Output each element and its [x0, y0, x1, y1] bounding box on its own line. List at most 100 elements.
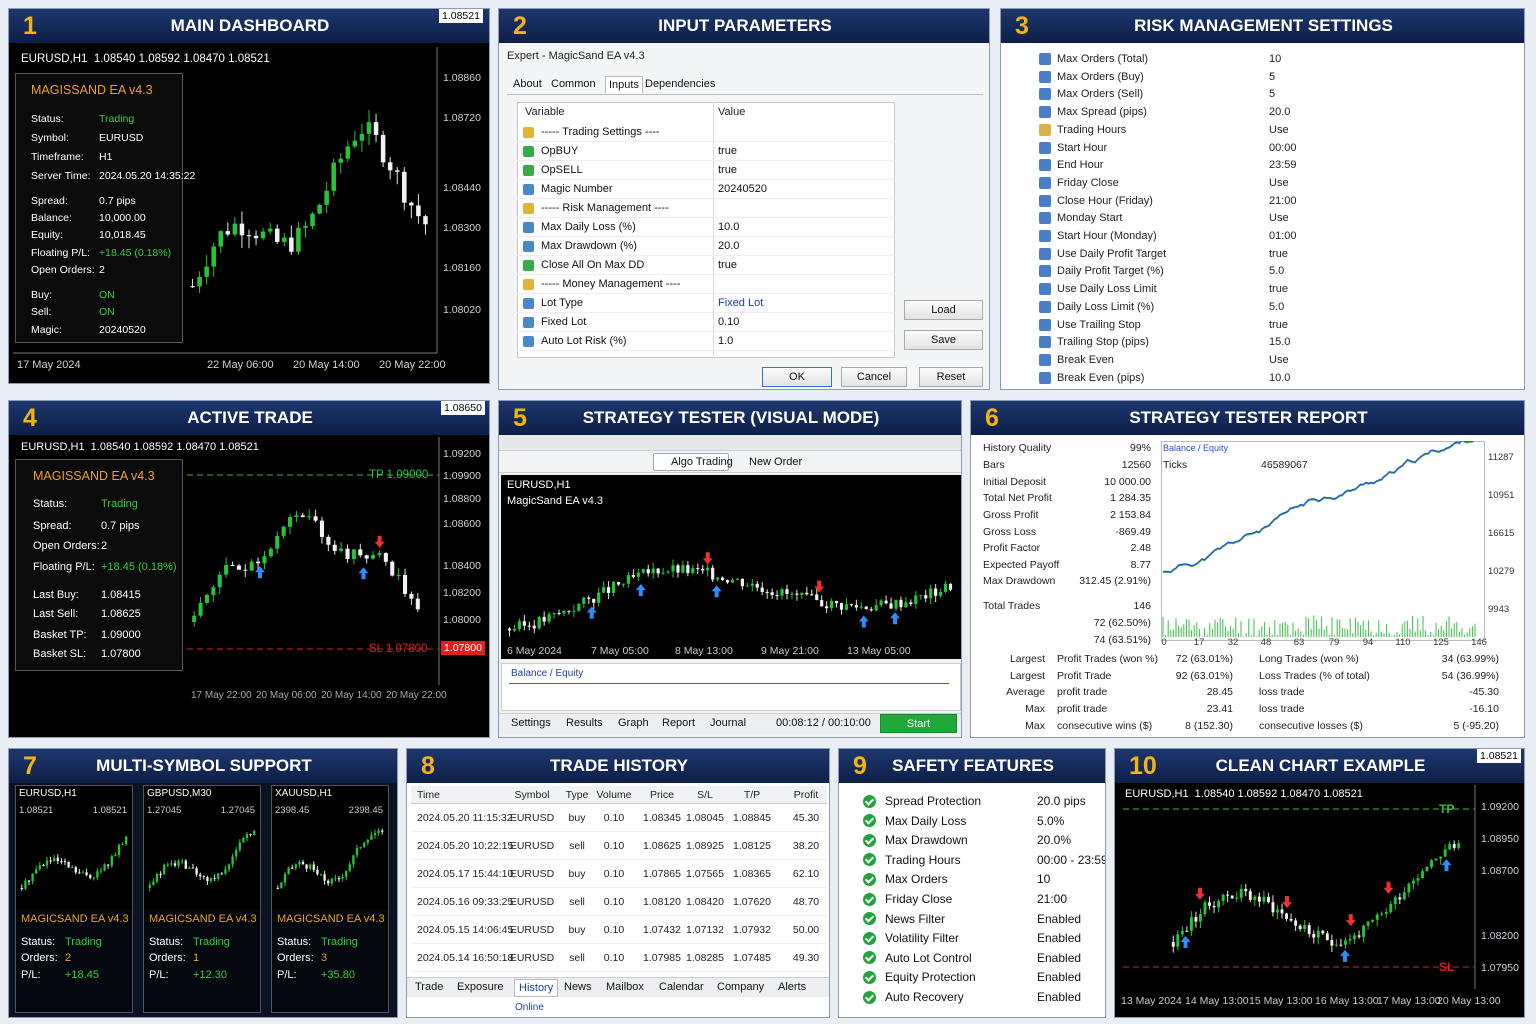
cell: EURUSD [509, 952, 555, 964]
toolbar [499, 451, 961, 473]
candle-body [1316, 930, 1320, 938]
candle-body [380, 134, 386, 163]
button[interactable]: Load [904, 300, 983, 320]
cell: buy [568, 924, 586, 936]
candle-body [1402, 892, 1406, 900]
stat-label: Max Drawdown [983, 575, 1056, 587]
candle-body [103, 864, 106, 871]
tab[interactable]: Graph [618, 717, 649, 729]
feature-name: Spread Protection [885, 794, 982, 808]
candle-body [1434, 858, 1438, 861]
candle-body [1199, 914, 1202, 922]
price-label: 1.08300 [443, 222, 481, 234]
stat-label: Profit Factor [983, 542, 1041, 554]
price-label: 1.08400 [443, 560, 481, 572]
candle-body [854, 605, 858, 608]
tab[interactable]: Inputs [605, 76, 643, 93]
setting-value: 10.0 [1269, 371, 1291, 384]
cell: 2024.05.17 15:44:10 [417, 868, 514, 880]
setting-name: Max Orders (Buy) [1057, 70, 1144, 83]
tab[interactable]: Calendar [659, 981, 704, 993]
buy-arrow [635, 583, 646, 596]
candle-body [371, 554, 376, 559]
tab[interactable]: Exposure [457, 981, 504, 993]
feature-name: Auto Recovery [885, 990, 964, 1004]
candle-body [1375, 914, 1379, 920]
candle-body [170, 863, 173, 865]
candle-body [359, 847, 362, 849]
feature-name: Max Daily Loss [885, 813, 967, 828]
tab[interactable]: Dependencies [645, 78, 716, 90]
cell: 1.08925 [686, 840, 724, 852]
tab[interactable]: Mailbox [606, 981, 644, 993]
setting-name: Friday Close [1057, 176, 1119, 189]
tab[interactable]: Company [717, 981, 765, 993]
candle-body [345, 548, 350, 560]
price-label: 1.08600 [443, 518, 481, 530]
toolbar-label[interactable]: New Order [749, 456, 803, 468]
tab[interactable]: Settings [511, 717, 551, 729]
button[interactable]: Reset [919, 367, 983, 387]
tab[interactable]: News [564, 981, 592, 993]
candle-body [253, 830, 256, 835]
param-icon [523, 146, 534, 157]
param-table [517, 102, 895, 358]
candle-body [99, 870, 103, 872]
chart-canvas [16, 786, 132, 909]
setting-icon [1039, 176, 1051, 189]
candle-body [218, 231, 224, 247]
candle-body [894, 599, 898, 609]
field-label: P/L: [277, 969, 297, 981]
report-cell: Long Trades (won %) [1259, 653, 1359, 665]
tab[interactable]: Trade [415, 981, 444, 993]
cell: 48.70 [792, 896, 820, 908]
ea-name: MAGISSAND EA v4.3 [33, 469, 155, 483]
candle-body [287, 516, 293, 527]
column-header: Volume [596, 789, 632, 801]
panel-number: 1 [23, 12, 37, 40]
chart-ea: MagicSand EA v4.3 [507, 495, 604, 507]
price-label: 1.08160 [443, 262, 481, 274]
candle-body [1226, 894, 1230, 896]
button[interactable]: Save [904, 330, 983, 350]
feature-value: 5.0% [1037, 813, 1065, 828]
panel-header: MULTI-SYMBOL SUPPORT 7 [9, 749, 397, 783]
tab[interactable]: Journal [710, 717, 747, 729]
tab[interactable]: Alerts [778, 981, 807, 993]
candle-body [1239, 888, 1243, 898]
candle-body [656, 568, 660, 574]
report-cell: Largest [1009, 670, 1045, 682]
column-header: Value [718, 106, 746, 118]
tab[interactable]: About [513, 78, 542, 90]
button[interactable]: OK [762, 367, 832, 387]
candle-body [402, 574, 408, 594]
chart-header: EURUSD,H1 1.08540 1.08592 1.08470 1.0852… [21, 53, 270, 65]
toolbar-label[interactable]: Algo Trading [671, 456, 733, 468]
column-header: Price [650, 789, 674, 801]
sub-tab[interactable]: Online [515, 1002, 544, 1013]
x-axis-label: 110 [1395, 637, 1411, 648]
tab-strip [499, 713, 961, 735]
button[interactable]: Cancel [841, 367, 907, 387]
start-button[interactable]: Start [880, 714, 957, 733]
setting-name: Daily Loss Limit (%) [1057, 300, 1155, 313]
current-price: 1.08650 [441, 401, 485, 415]
candle-body [245, 834, 249, 838]
tab[interactable]: History [514, 979, 559, 997]
row-line [517, 293, 895, 294]
candle-body [163, 864, 166, 875]
setting-icon [1039, 159, 1051, 172]
cell: EURUSD [509, 896, 555, 908]
tab[interactable]: Results [566, 717, 603, 729]
candle-body [1362, 925, 1366, 937]
candle-body [681, 565, 685, 573]
candle-body [60, 861, 63, 863]
param-icon [523, 222, 534, 233]
setting-value: Use [1269, 353, 1289, 366]
tab[interactable]: Common [551, 78, 596, 90]
candle-body [394, 170, 400, 172]
candle-body [1416, 878, 1420, 881]
tab[interactable]: Report [662, 717, 696, 729]
setting-name: Start Hour [1057, 141, 1108, 154]
cell: 1.07985 [643, 952, 681, 964]
